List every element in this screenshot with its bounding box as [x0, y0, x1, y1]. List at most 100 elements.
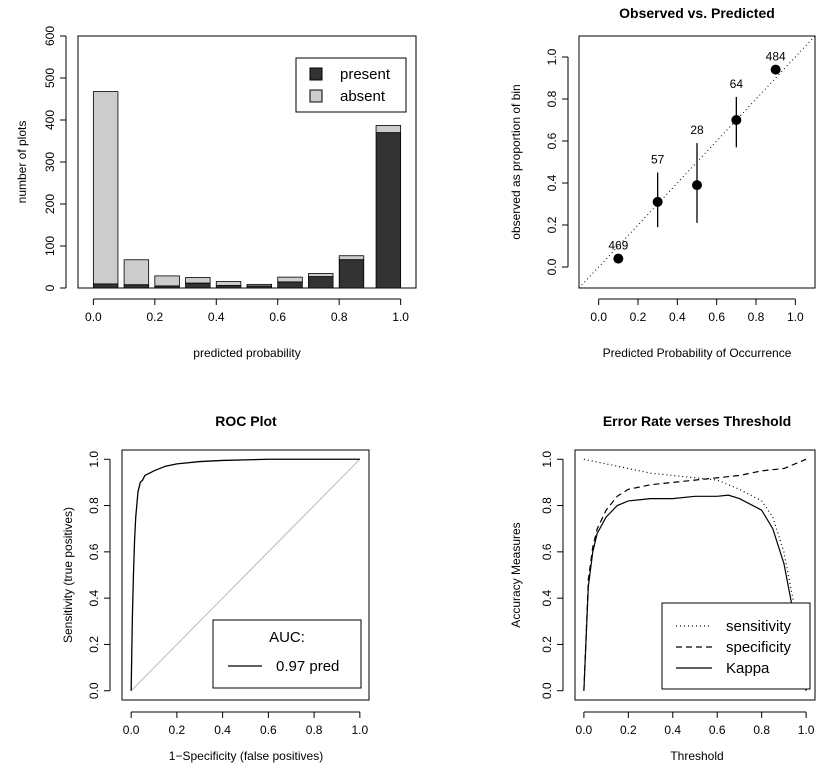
hist-bar-absent [375, 125, 402, 134]
err-x-tick-label: 0.4 [664, 723, 681, 737]
hist-y-tick-label: 0 [43, 284, 57, 291]
roc-y-tick-label: 0.6 [87, 543, 101, 560]
err-line-sensitivity [583, 458, 807, 691]
hist-y-tick-label: 200 [43, 194, 57, 214]
hist-legend: present absent [295, 57, 407, 113]
err-title: Error Rate verses Threshold [603, 413, 791, 429]
calib-point [652, 196, 663, 207]
hist-ylabel: number of plots [15, 121, 29, 204]
hist-bar-present [277, 281, 303, 289]
roc-title: ROC Plot [215, 413, 277, 429]
roc-y-tick-label: 0.2 [87, 636, 101, 653]
err-legend-box [661, 602, 811, 690]
legend-label-present: present [340, 66, 391, 83]
roc-legend: AUC: 0.97 pred [212, 619, 362, 689]
calib-y-tick-label: 0.6 [545, 132, 559, 149]
hist-bar-absent [215, 281, 242, 286]
hist-y-tick-label: 600 [43, 26, 57, 46]
err-line-kappa [583, 494, 807, 691]
calib-y-tick-label: 0.4 [545, 174, 559, 191]
err-y-tick-label: 0.0 [540, 682, 554, 699]
hist-bar-present [375, 132, 402, 289]
roc-y-tick-label: 0.4 [87, 589, 101, 606]
calib-point [692, 180, 702, 191]
calib-x-tick-label: 0.6 [708, 310, 725, 324]
hist-bar-present [92, 283, 119, 289]
hist-bar-absent [277, 276, 303, 283]
calib-axes: 0.0 0.2 0.4 0.6 0.8 1.0 0.0 0.2 0.4 0.6 0.8 1.0 [545, 48, 804, 324]
err-y-tick-label: 0.4 [540, 589, 554, 606]
err-y-tick-label: 1.0 [540, 451, 554, 468]
calib-point [731, 115, 742, 125]
calib-x-tick-label: 1.0 [787, 310, 804, 324]
hist-x-tick-label: 1.0 [392, 310, 409, 324]
hist-x-tick-label: 0.6 [269, 310, 286, 324]
hist-bar-absent [92, 91, 119, 285]
hist-bar-absent [338, 255, 365, 261]
hist-bar-absent [123, 259, 150, 286]
hist-x-tick-label: 0.0 [85, 310, 102, 324]
hist-bar-absent [154, 275, 180, 287]
roc-plot-box [121, 449, 370, 701]
hist-y-tick-label: 500 [43, 68, 57, 88]
roc-ylabel: Sensitivity (true positives) [61, 507, 75, 643]
histogram-panel: 0.0 0.2 0.4 0.6 0.8 1.0 0 100 200 300 400 500 600 pr… [15, 26, 417, 360]
hist-legend-box [295, 57, 407, 113]
calib-bin-count: 484 [766, 50, 786, 64]
roc-legend-box [212, 619, 362, 689]
err-marks [583, 458, 807, 691]
calib-bin-count: 28 [690, 123, 704, 137]
err-xlabel: Threshold [670, 749, 723, 763]
hist-bar-present [154, 285, 180, 289]
err-plot-box [574, 449, 816, 701]
legend-label-absent: absent [340, 88, 386, 105]
err-x-tick-label: 1.0 [798, 723, 815, 737]
calib-point [613, 253, 624, 264]
legend-label-kappa: Kappa [726, 660, 770, 677]
legend-swatch-present [309, 67, 323, 81]
legend-swatch-absent [309, 89, 323, 103]
roc-x-tick-label: 1.0 [352, 723, 369, 737]
roc-x-tick-label: 0.0 [123, 723, 140, 737]
calib-y-tick-label: 1.0 [545, 48, 559, 65]
hist-bars [92, 91, 402, 289]
calib-y-tick-label: 0.2 [545, 216, 559, 233]
calib-bin-count: 57 [651, 153, 665, 167]
roc-y-tick-label: 0.8 [87, 497, 101, 514]
roc-curve [130, 458, 360, 691]
roc-y-tick-label: 1.0 [87, 451, 101, 468]
err-x-tick-label: 0.8 [753, 723, 770, 737]
calib-x-tick-label: 0.0 [590, 310, 607, 324]
calib-x-tick-label: 0.8 [748, 310, 765, 324]
hist-bar-present [246, 285, 272, 289]
calib-point [770, 64, 781, 75]
calib-marks: 469 57 28 64 484 [578, 35, 816, 289]
error-rate-panel: Error Rate verses Threshold 0.0 0.2 0.4 0.6… [509, 413, 816, 763]
calib-xlabel: Predicted Probability of Occurrence [603, 346, 792, 360]
hist-y-tick-label: 300 [43, 152, 57, 172]
roc-legend-title: AUC: [269, 629, 305, 646]
hist-bar-absent [308, 273, 334, 278]
calib-x-tick-label: 0.2 [630, 310, 647, 324]
hist-bar-present [338, 259, 365, 289]
roc-axes: 0.0 0.2 0.4 0.6 0.8 1.0 0.0 0.2 0.4 0.6 0.8 1.0 [87, 451, 369, 737]
roc-panel: ROC Plot 0.0 0.2 0.4 0.6 0.8 1.00.00.20.40.60… [61, 413, 370, 763]
roc-marks [130, 458, 361, 692]
hist-x-tick-label: 0.2 [146, 310, 163, 324]
err-x-tick-label: 0.0 [576, 723, 593, 737]
err-x-tick-label: 0.2 [620, 723, 637, 737]
calib-y-tick-label: 0.0 [545, 258, 559, 275]
legend-label-sensitivity: sensitivity [726, 618, 792, 635]
hist-bar-present [185, 282, 211, 289]
hist-bar-present [215, 285, 242, 289]
err-line-specificity [583, 458, 807, 691]
roc-x-tick-label: 0.2 [169, 723, 186, 737]
calib-bin-count: 469 [608, 239, 628, 253]
calib-title: Observed vs. Predicted [619, 5, 775, 21]
hist-x-tick-label: 0.4 [208, 310, 225, 324]
calibration-panel: Observed vs. Predicted 0.0 0.2 0.4 0.6 0.8 1.… [509, 5, 816, 360]
hist-x-tick-label: 0.8 [331, 310, 348, 324]
roc-xlabel: 1−Specificity (false positives) [169, 749, 323, 763]
hist-xlabel: predicted probability [193, 346, 300, 360]
hist-y-tick-label: 100 [43, 236, 57, 256]
